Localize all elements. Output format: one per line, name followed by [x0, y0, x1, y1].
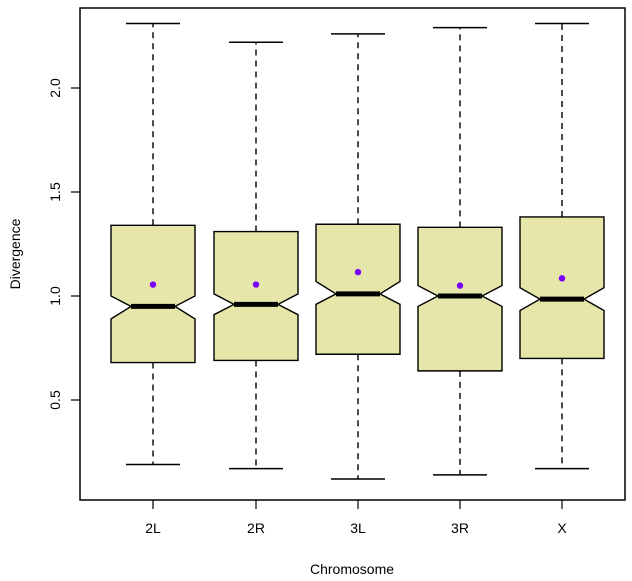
box-3l — [315, 33, 401, 480]
x-tick-label: 2R — [247, 520, 265, 536]
mean-point — [558, 275, 566, 282]
mean-point — [252, 281, 260, 288]
notched-box — [213, 230, 299, 362]
x-tick-label: 3L — [350, 520, 366, 536]
mean-point — [354, 268, 362, 276]
notched-box — [417, 226, 503, 372]
box-x — [519, 22, 605, 470]
box-2r — [213, 41, 299, 470]
x-axis: 2L 2R 3L 3R X — [145, 500, 567, 536]
notched-box — [315, 223, 401, 355]
y-axis: 0.5 1.0 1.5 2.0 — [47, 78, 80, 410]
y-tick-label: 1.5 — [47, 182, 63, 202]
x-tick-label: X — [557, 520, 567, 536]
x-tick-label: 2L — [145, 520, 161, 536]
boxes — [110, 22, 605, 480]
x-tick-label: 3R — [451, 520, 469, 536]
plot-frame — [79, 7, 626, 501]
notched-box — [110, 224, 196, 364]
mean-point — [456, 282, 464, 289]
notched-box — [519, 216, 605, 360]
y-tick-label: 1.0 — [47, 286, 63, 306]
y-tick-label: 0.5 — [47, 390, 63, 410]
box-2l — [110, 22, 196, 466]
y-axis-title: Divergence — [7, 218, 23, 289]
y-tick-label: 2.0 — [47, 78, 63, 98]
mean-point — [149, 281, 157, 288]
x-axis-title: Chromosome — [310, 561, 394, 577]
box-3r — [417, 26, 503, 476]
